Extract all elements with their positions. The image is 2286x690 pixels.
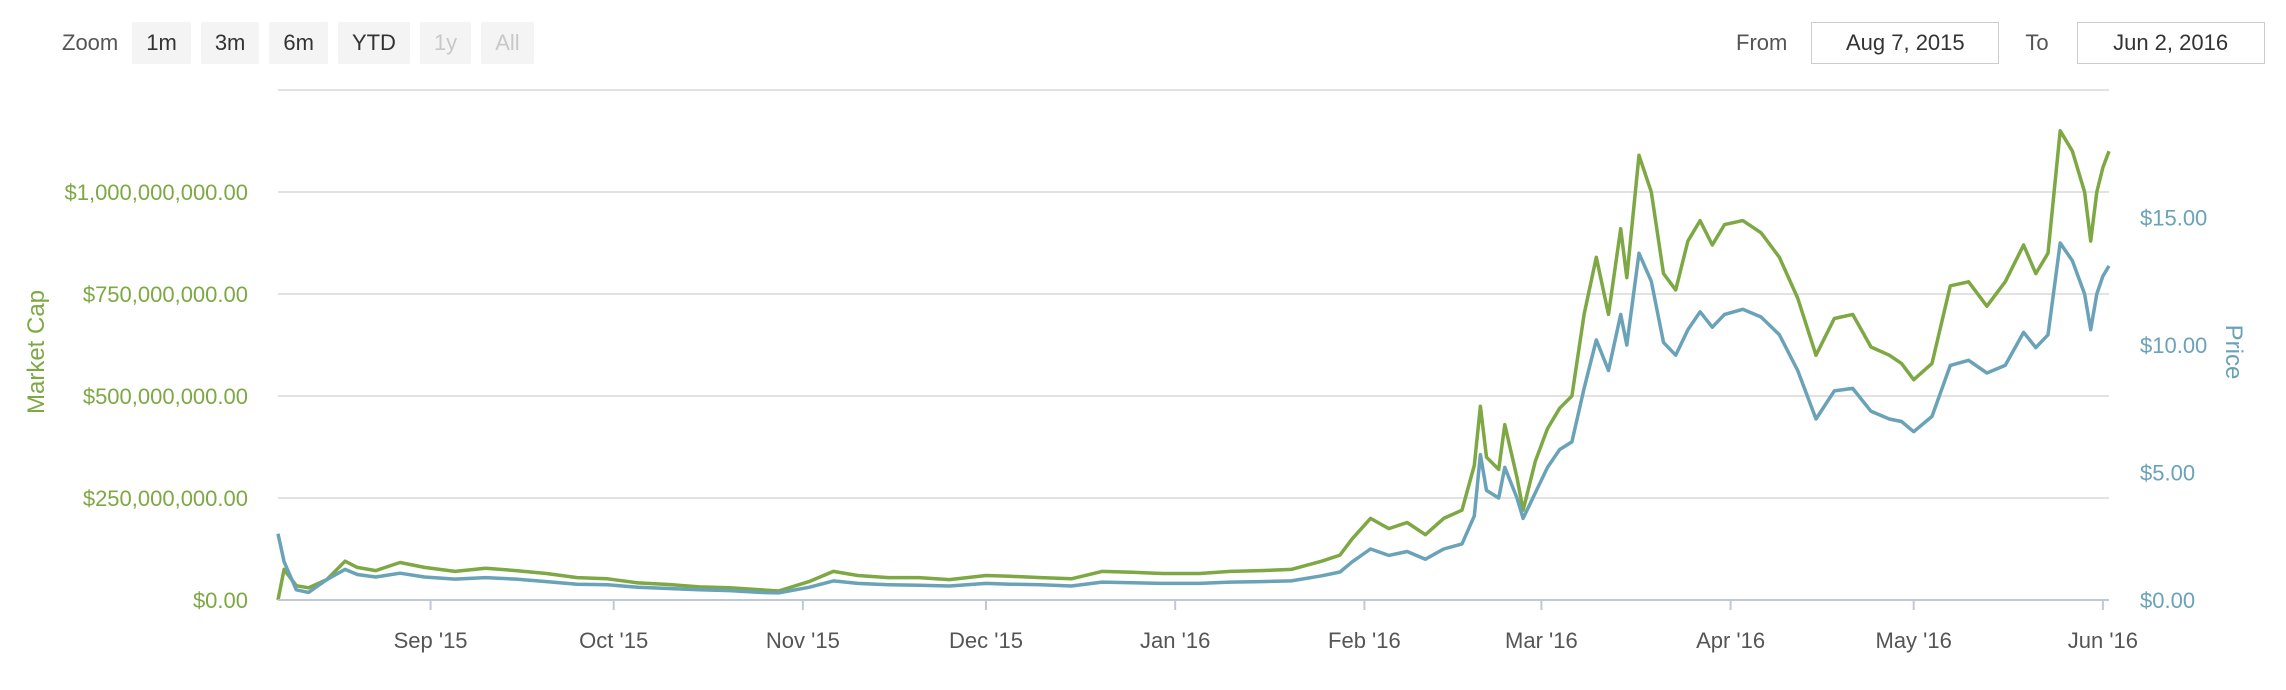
to-label: To xyxy=(2025,30,2049,55)
y-right-axis-title: Price xyxy=(2220,325,2247,380)
y-left-tick-label: $1,000,000,000.00 xyxy=(64,180,248,205)
series-lines xyxy=(276,129,2111,601)
to-date-input[interactable]: Jun 2, 2016 xyxy=(2076,22,2265,64)
x-tick-label: Mar '16 xyxy=(1505,628,1578,653)
x-tick-label: Nov '15 xyxy=(766,628,840,653)
axes: Sep '15 Oct '15 Nov '15 Dec '15 Jan '16 Feb '… xyxy=(23,180,2247,653)
x-tick-label: Dec '15 xyxy=(949,628,1023,653)
y-right-tick-label: $10.00 xyxy=(2140,333,2207,358)
from-label: From xyxy=(1736,30,1788,55)
zoom-3m-button[interactable]: 3m xyxy=(200,22,260,64)
zoom-toolbar: Zoom 1m 3m 6m YTD 1y All xyxy=(62,22,544,64)
y-right-tick-label: $0.00 xyxy=(2140,588,2195,613)
zoom-1y-button: 1y xyxy=(419,22,472,64)
date-range-selector: From Aug 7, 2015 To Jun 2, 2016 xyxy=(1736,22,2265,64)
zoom-label: Zoom xyxy=(62,30,119,55)
zoom-6m-button[interactable]: 6m xyxy=(269,22,328,64)
gridlines xyxy=(278,89,2109,499)
y-right-tick-label: $5.00 xyxy=(2140,461,2195,486)
zoom-ytd-button[interactable]: YTD xyxy=(337,22,410,64)
x-tick-label: Apr '16 xyxy=(1696,628,1765,653)
y-left-tick-label: $500,000,000.00 xyxy=(83,384,248,409)
x-tick-label: Jan '16 xyxy=(1140,628,1210,653)
x-tick-label: Feb '16 xyxy=(1328,628,1401,653)
zoom-1m-button[interactable]: 1m xyxy=(132,22,191,64)
x-tick-label: Jun '16 xyxy=(2068,628,2138,653)
x-tick-label: Oct '15 xyxy=(579,628,648,653)
zoom-all-button: All xyxy=(481,22,534,64)
market-cap-series-line xyxy=(276,129,2111,601)
y-left-tick-label: $750,000,000.00 xyxy=(83,282,248,307)
y-left-axis-title: Market Cap xyxy=(23,290,50,414)
from-date-input[interactable]: Aug 7, 2015 xyxy=(1811,22,2000,64)
y-right-tick-label: $15.00 xyxy=(2140,206,2207,231)
y-left-tick-label: $0.00 xyxy=(193,588,248,613)
x-tick-label: May '16 xyxy=(1876,628,1952,653)
price-series-line xyxy=(276,241,2111,595)
x-tick-label: Sep '15 xyxy=(394,628,468,653)
y-left-tick-label: $250,000,000.00 xyxy=(83,486,248,511)
